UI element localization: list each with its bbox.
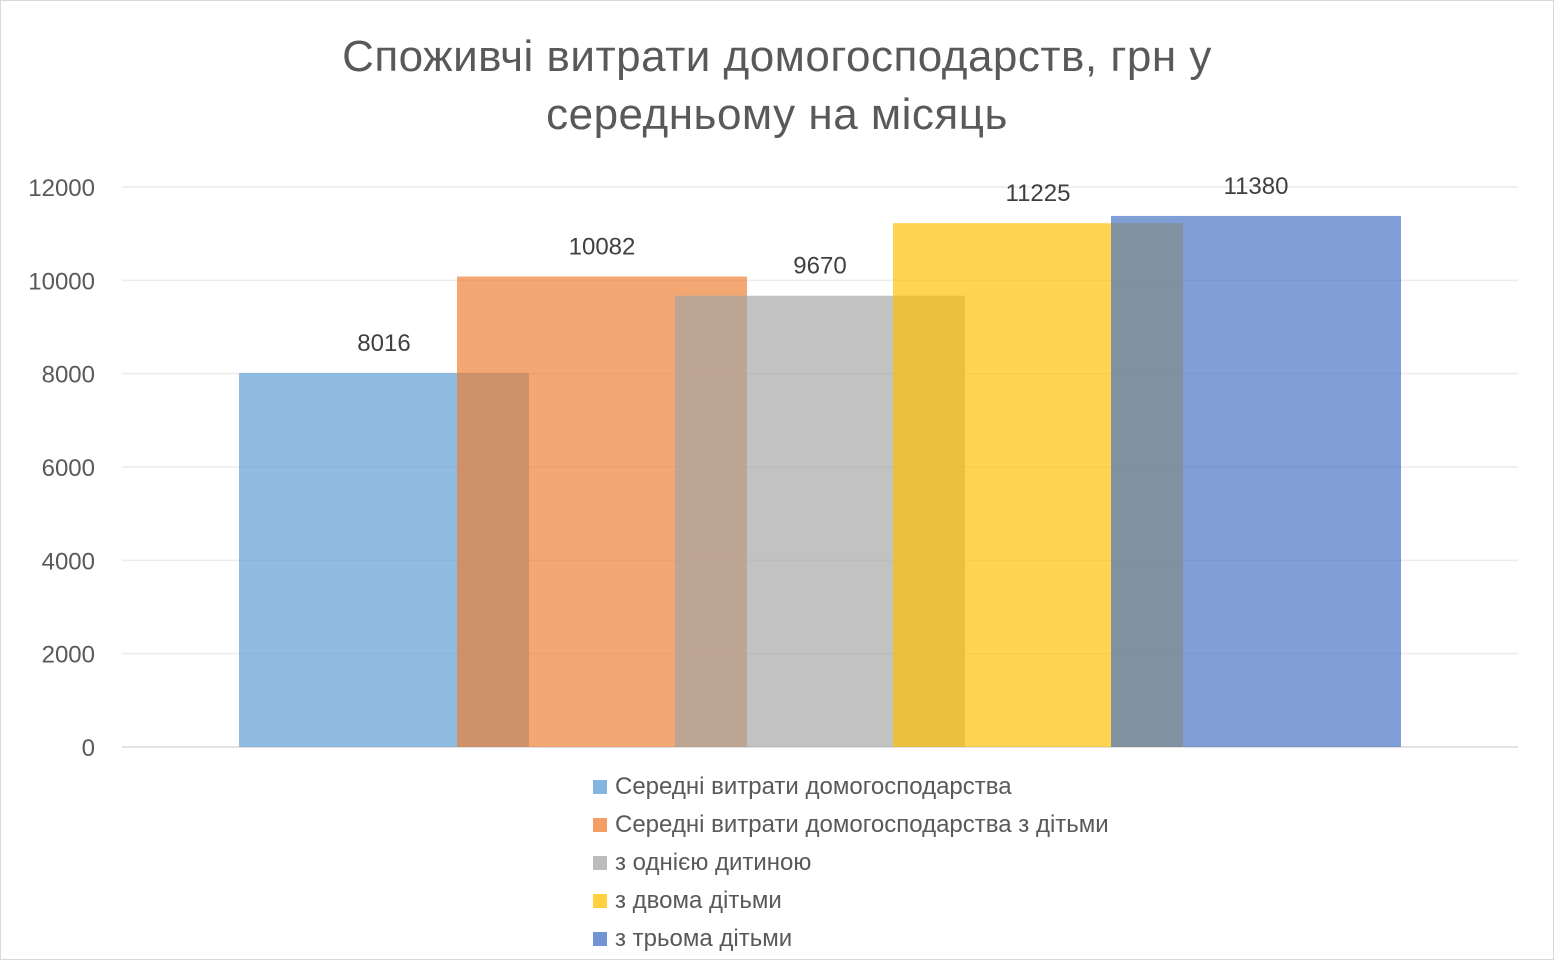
y-tick-label: 10000 [28, 268, 95, 295]
legend-label: з двома дітьми [615, 887, 782, 914]
legend-item-series-5: з трьома дітьми [593, 920, 1109, 958]
chart-title: Споживчі витрати домогосподарств, грн у … [277, 28, 1277, 144]
y-tick-label: 0 [82, 735, 95, 762]
bars [239, 215, 1401, 747]
data-label-series-3: 9670 [793, 253, 846, 280]
y-tick-label: 6000 [42, 455, 95, 482]
legend-item-series-2: Середні витрати домогосподарства з дітьм… [593, 806, 1109, 844]
legend-label: з трьома дітьми [615, 925, 793, 952]
legend: Середні витрати домогосподарства Середні … [593, 768, 1109, 958]
legend-swatch [593, 932, 607, 946]
data-label-series-4: 11225 [1006, 180, 1071, 207]
chart-title-line-2: середньому на місяць [546, 90, 1008, 139]
bar-series-5 [1111, 215, 1401, 747]
legend-label: Середні витрати домогосподарства з дітьм… [615, 811, 1109, 838]
legend-label: з однією дитиною [615, 849, 812, 876]
legend-swatch [593, 856, 607, 870]
y-tick-label: 12000 [28, 175, 95, 202]
legend-swatch [593, 780, 607, 794]
data-label-series-5: 11380 [1224, 173, 1289, 200]
y-axis-tick-labels: 0 2000 4000 6000 8000 10000 12000 [28, 175, 95, 762]
legend-label: Середні витрати домогосподарства [615, 773, 1012, 800]
legend-item-series-1: Середні витрати домогосподарства [593, 768, 1109, 806]
legend-swatch [593, 818, 607, 832]
data-label-series-2: 10082 [569, 234, 636, 261]
y-tick-label: 4000 [42, 548, 95, 575]
legend-item-series-3: з однією дитиною [593, 844, 1109, 882]
y-tick-label: 8000 [42, 362, 95, 389]
legend-swatch [593, 894, 607, 908]
chart-title-line-1: Споживчі витрати домогосподарств, грн у [342, 32, 1212, 81]
data-labels: 8016 10082 9670 11225 11380 [357, 173, 1288, 357]
data-label-series-1: 8016 [357, 330, 410, 357]
y-tick-label: 2000 [42, 642, 95, 669]
legend-item-series-4: з двома дітьми [593, 882, 1109, 920]
